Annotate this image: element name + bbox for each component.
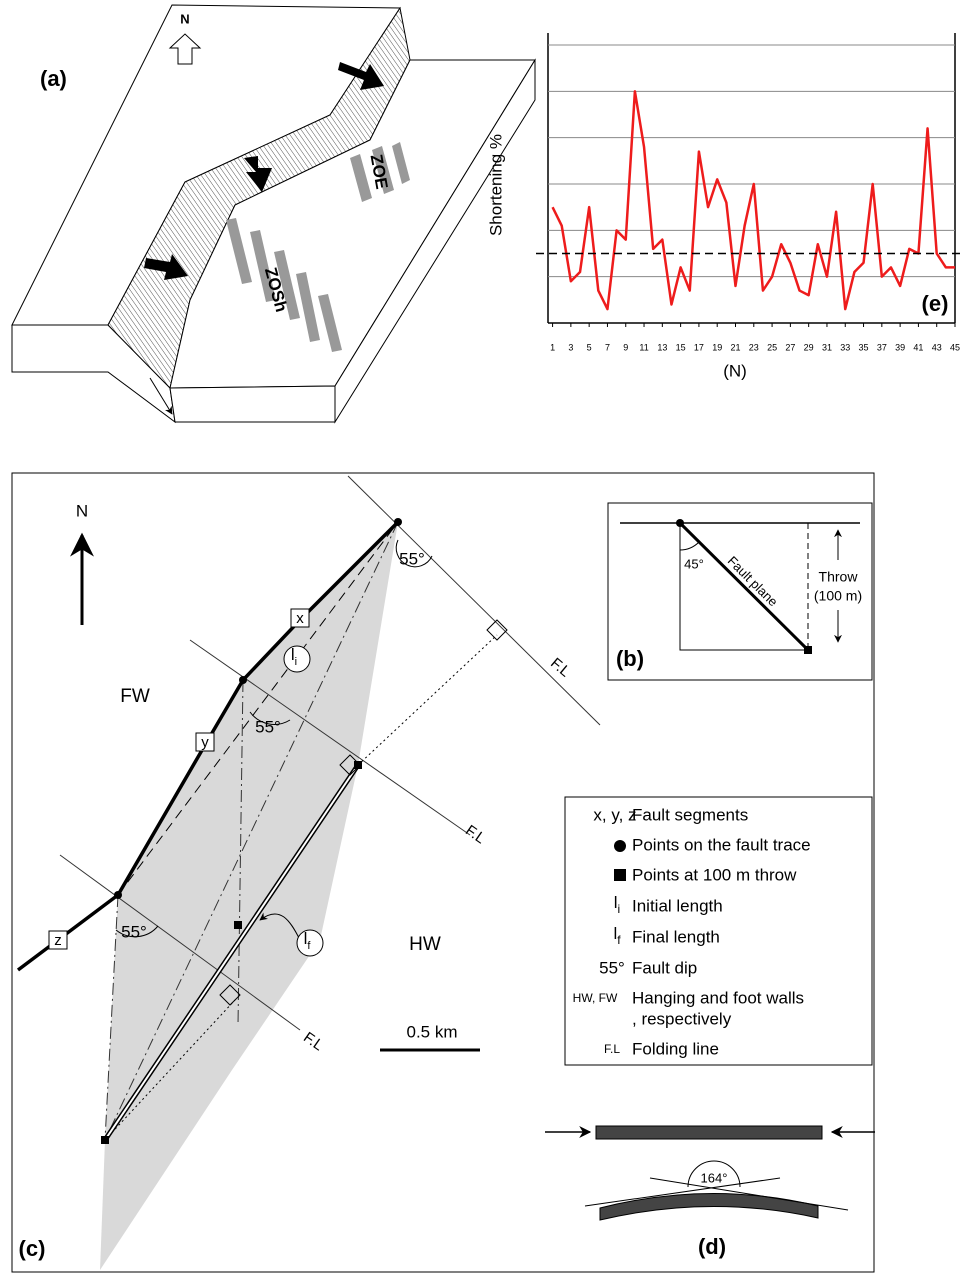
x-tick-label: 17	[694, 342, 704, 352]
x-tick-label: 31	[822, 342, 832, 352]
segment-label: x	[296, 610, 304, 627]
legend-symbol: HW, FW	[573, 991, 618, 1005]
legend: x, y, z Fault segments Points on the fau…	[565, 797, 872, 1065]
legend-text: Points at 100 m throw	[632, 865, 797, 884]
legend-symbol: F.L	[604, 1042, 620, 1056]
panel-label: (b)	[616, 646, 644, 671]
north-label: N	[76, 501, 88, 520]
x-tick-label: 27	[785, 342, 795, 352]
x-tick-label: 19	[712, 342, 722, 352]
throw-label: Throw	[819, 569, 859, 585]
x-tick-label: 11	[639, 342, 648, 352]
panel-label: (d)	[698, 1234, 726, 1259]
legend-text: Fault dip	[632, 958, 697, 977]
subscript: i	[295, 656, 297, 668]
trace-point	[114, 891, 122, 899]
right-block-front	[170, 386, 335, 422]
angle-label: 164°	[701, 1170, 728, 1185]
angle-label: 45°	[684, 556, 704, 571]
x-tick-label: 15	[676, 342, 686, 352]
segment-label: y	[201, 734, 209, 751]
x-axis-label: (N)	[723, 361, 747, 380]
throw-point	[101, 1136, 109, 1144]
legend-symbol	[614, 840, 626, 852]
projection	[358, 635, 497, 765]
throw-point	[354, 761, 362, 769]
legend-text: Hanging and foot walls	[632, 988, 804, 1007]
legend-symbol: x, y, z	[593, 805, 636, 824]
trace-point	[676, 519, 684, 527]
legend-text: Fault segments	[632, 805, 748, 824]
trace-point	[239, 676, 247, 684]
panel-label: (c)	[19, 1236, 46, 1261]
folding-line	[348, 476, 600, 725]
x-tick-label: 39	[895, 342, 905, 352]
y-axis-label: Shortening %	[486, 134, 505, 236]
chart-e: 4543413937353331292725232119171513119753…	[486, 33, 961, 380]
x-tick-label: 13	[657, 342, 667, 352]
legend-symbol	[614, 869, 626, 881]
layer	[596, 1126, 822, 1139]
folded-layer	[600, 1193, 818, 1220]
x-tick-label: 1	[550, 342, 555, 352]
panel-label: (a)	[40, 66, 67, 91]
x-tick-label: 33	[840, 342, 850, 352]
throw-point	[804, 646, 812, 654]
folding-line-label: F.L	[462, 822, 488, 847]
x-tick-label: 5	[587, 342, 592, 352]
x-tick-label: 3	[568, 342, 573, 352]
legend-text: Points on the fault trace	[632, 835, 811, 854]
subscript: i	[618, 902, 621, 916]
x-tick-label: 9	[623, 342, 628, 352]
north-label: N	[180, 11, 189, 26]
wall-label: FW	[120, 686, 150, 707]
segment-label: z	[54, 932, 62, 949]
legend-symbol: 55°	[599, 958, 625, 977]
dip-label: 55°	[399, 549, 425, 568]
legend-text: , respectively	[632, 1009, 732, 1028]
x-tick-label: 41	[913, 342, 923, 352]
x-tick-label: 29	[804, 342, 814, 352]
x-tick-label: 21	[730, 342, 740, 352]
x-tick-label: 25	[767, 342, 777, 352]
x-tick-label: 37	[877, 342, 887, 352]
x-tick-label: 43	[932, 342, 942, 352]
legend-text: Initial length	[632, 896, 723, 915]
panel-b: 45° Fault plane Throw (100 m) (b)	[608, 503, 872, 680]
legend-text: Final length	[632, 927, 720, 946]
x-tick-label: 35	[859, 342, 869, 352]
trace-point	[394, 518, 402, 526]
throw-label: (100 m)	[814, 588, 862, 604]
dip-label: 55°	[255, 717, 281, 736]
figure: (a) N ZOE ZOSh 4543413937353331292725232…	[0, 0, 976, 1273]
throw-point	[234, 921, 242, 929]
legend-text: Folding line	[632, 1039, 719, 1058]
panel-d: 164° (d)	[545, 1126, 875, 1259]
hanging-wall-area	[100, 522, 398, 1270]
folding-line-label: F.L	[300, 1029, 326, 1054]
x-tick-label: 7	[605, 342, 610, 352]
wall-label: HW	[409, 934, 441, 955]
x-tick-label: 23	[749, 342, 759, 352]
panel-a: (a) N ZOE ZOSh	[12, 5, 535, 422]
panel-label: (e)	[922, 291, 949, 316]
scale-label: 0.5 km	[406, 1022, 457, 1041]
x-tick-label: 45	[950, 342, 960, 352]
dip-label: 55°	[121, 922, 147, 941]
